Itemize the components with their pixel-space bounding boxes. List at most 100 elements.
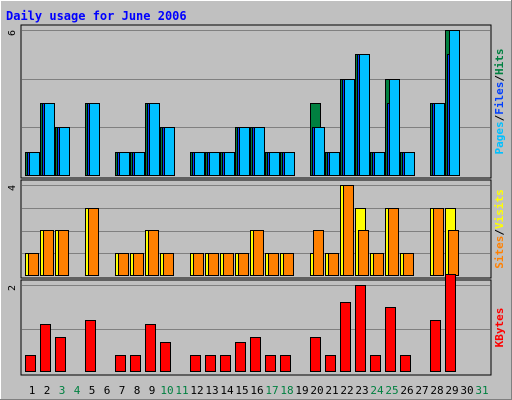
bar-pages-day-20 — [314, 127, 325, 176]
bar-kbytes-day-10 — [160, 342, 171, 372]
bar-kbytes-day-14 — [220, 355, 231, 372]
bar-pages-day-5 — [89, 103, 100, 176]
bar-sites-day-29 — [448, 230, 459, 276]
bar-pages-day-22 — [344, 79, 355, 176]
bar-kbytes-day-26 — [400, 355, 411, 372]
bar-pages-day-7 — [119, 152, 130, 176]
legend-top: Pages/Files/Hits — [493, 49, 506, 155]
day-label-19: 19 — [295, 384, 308, 397]
day-label-24: 24 — [370, 384, 384, 397]
bar-pages-day-2 — [44, 103, 55, 176]
legend-bottom: KBytes — [493, 308, 506, 348]
bar-sites-day-23 — [358, 230, 369, 276]
day-label-4: 4 — [74, 384, 81, 397]
bar-sites-day-18 — [283, 253, 294, 276]
bar-kbytes-day-8 — [130, 355, 141, 372]
bar-pages-day-23 — [359, 54, 370, 176]
bar-kbytes-day-24 — [370, 355, 381, 372]
legend-part-top: Files — [493, 82, 506, 115]
day-label-6: 6 — [104, 384, 111, 397]
bar-sites-day-3 — [58, 230, 69, 276]
legend-part-top: Hits — [493, 49, 506, 76]
bar-sites-day-25 — [388, 208, 399, 276]
bar-sites-day-21 — [328, 253, 339, 276]
day-label-7: 7 — [119, 384, 126, 397]
legend-part-top: / — [493, 114, 506, 121]
bar-sites-day-14 — [223, 253, 234, 276]
bar-sites-day-5 — [88, 208, 99, 276]
day-label-8: 8 — [134, 384, 141, 397]
day-label-12: 12 — [190, 384, 203, 397]
bar-sites-day-8 — [133, 253, 144, 276]
bar-sites-day-10 — [163, 253, 174, 276]
day-label-30: 30 — [460, 384, 473, 397]
ymax-label-top: 6 — [7, 30, 18, 36]
bar-kbytes-day-23 — [355, 285, 366, 372]
bar-pages-day-16 — [254, 127, 265, 176]
ymax-label-middle: 4 — [7, 185, 18, 191]
bar-pages-day-26 — [404, 152, 415, 176]
day-label-21: 21 — [325, 384, 338, 397]
bar-kbytes-day-9 — [145, 324, 156, 372]
bar-pages-day-15 — [239, 127, 250, 176]
day-label-5: 5 — [89, 384, 96, 397]
bar-pages-day-29 — [449, 30, 460, 176]
bar-kbytes-day-18 — [280, 355, 291, 372]
bar-pages-day-9 — [149, 103, 160, 176]
day-label-26: 26 — [400, 384, 413, 397]
day-label-1: 1 — [29, 384, 36, 397]
legend-part-middle: Sites — [493, 236, 506, 269]
bar-kbytes-day-15 — [235, 342, 246, 372]
bar-kbytes-day-16 — [250, 337, 261, 372]
chart-title: Daily usage for June 2006 — [6, 9, 187, 23]
bar-kbytes-day-7 — [115, 355, 126, 372]
bar-pages-day-12 — [194, 152, 205, 176]
day-label-31: 31 — [475, 384, 488, 397]
bar-sites-day-9 — [148, 230, 159, 276]
bar-kbytes-day-21 — [325, 355, 336, 372]
bar-sites-day-20 — [313, 230, 324, 276]
bar-sites-day-17 — [268, 253, 279, 276]
bar-pages-day-24 — [374, 152, 385, 176]
bar-kbytes-day-20 — [310, 337, 321, 372]
bar-sites-day-2 — [43, 230, 54, 276]
bar-kbytes-day-22 — [340, 302, 351, 372]
day-label-25: 25 — [385, 384, 398, 397]
legend-part-middle: / — [493, 229, 506, 236]
bar-kbytes-day-25 — [385, 307, 396, 372]
day-label-18: 18 — [280, 384, 293, 397]
bar-sites-day-16 — [253, 230, 264, 276]
bar-pages-day-18 — [284, 152, 295, 176]
bar-kbytes-day-28 — [430, 320, 441, 372]
bar-sites-day-26 — [403, 253, 414, 276]
bar-kbytes-day-5 — [85, 320, 96, 372]
bar-pages-day-3 — [59, 127, 70, 176]
bar-sites-day-13 — [208, 253, 219, 276]
day-label-2: 2 — [44, 384, 51, 397]
bar-pages-day-17 — [269, 152, 280, 176]
bar-sites-day-24 — [373, 253, 384, 276]
day-label-13: 13 — [205, 384, 218, 397]
bar-pages-day-25 — [389, 79, 400, 176]
legend-middle: Sites/Visits — [493, 189, 506, 269]
legend-part-top: Pages — [493, 121, 506, 154]
bar-sites-day-28 — [433, 208, 444, 276]
day-label-10: 10 — [160, 384, 173, 397]
bar-kbytes-day-3 — [55, 337, 66, 372]
bar-kbytes-day-12 — [190, 355, 201, 372]
bar-kbytes-day-29 — [445, 274, 456, 372]
day-label-14: 14 — [220, 384, 234, 397]
day-label-28: 28 — [430, 384, 443, 397]
bar-pages-day-8 — [134, 152, 145, 176]
bar-pages-day-14 — [224, 152, 235, 176]
legend-part-middle: Visits — [493, 189, 506, 229]
bar-sites-day-7 — [118, 253, 129, 276]
bar-sites-day-12 — [193, 253, 204, 276]
bar-pages-day-13 — [209, 152, 220, 176]
day-label-3: 3 — [59, 384, 66, 397]
day-label-20: 20 — [310, 384, 323, 397]
day-label-15: 15 — [235, 384, 248, 397]
bar-kbytes-day-2 — [40, 324, 51, 372]
day-label-23: 23 — [355, 384, 368, 397]
